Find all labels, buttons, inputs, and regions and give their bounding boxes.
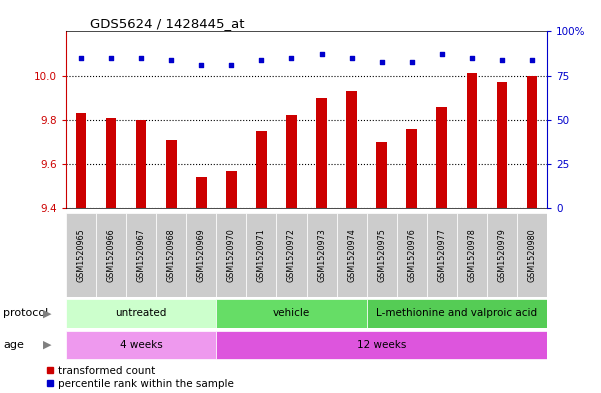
Text: 4 weeks: 4 weeks: [120, 340, 163, 350]
Bar: [156, 213, 186, 297]
Point: [467, 55, 477, 61]
Text: GSM1520969: GSM1520969: [197, 228, 206, 282]
Bar: [76, 113, 87, 208]
Text: GSM1520976: GSM1520976: [407, 228, 416, 282]
Point: [106, 55, 116, 61]
Text: untreated: untreated: [115, 309, 167, 318]
Bar: [66, 213, 96, 297]
Point: [197, 61, 206, 68]
Text: GSM1520971: GSM1520971: [257, 228, 266, 282]
Legend: transformed count, percentile rank within the sample: transformed count, percentile rank withi…: [47, 366, 234, 389]
Text: GSM1520965: GSM1520965: [77, 228, 85, 282]
Bar: [106, 118, 117, 208]
Bar: [427, 213, 457, 297]
Bar: [226, 171, 237, 208]
Bar: [406, 129, 417, 208]
Point: [377, 59, 386, 66]
Bar: [96, 213, 126, 297]
Point: [257, 57, 266, 63]
Bar: [216, 331, 547, 359]
Bar: [487, 213, 517, 297]
Bar: [457, 213, 487, 297]
Point: [227, 61, 236, 68]
Bar: [466, 73, 477, 208]
Bar: [196, 177, 207, 208]
Text: GSM1520980: GSM1520980: [528, 228, 536, 281]
Text: ▶: ▶: [43, 340, 51, 350]
Point: [317, 50, 326, 57]
Bar: [216, 213, 246, 297]
Bar: [186, 213, 216, 297]
Text: GSM1520968: GSM1520968: [167, 228, 175, 281]
Text: age: age: [3, 340, 24, 350]
Point: [527, 57, 537, 63]
Text: GSM1520978: GSM1520978: [468, 228, 476, 282]
Text: GSM1520972: GSM1520972: [287, 228, 296, 282]
Point: [497, 57, 507, 63]
Bar: [397, 213, 427, 297]
Text: GSM1520970: GSM1520970: [227, 228, 236, 282]
Bar: [66, 299, 216, 328]
Point: [287, 55, 296, 61]
Point: [347, 55, 356, 61]
Bar: [126, 213, 156, 297]
Text: protocol: protocol: [3, 309, 48, 318]
Bar: [66, 331, 216, 359]
Bar: [316, 98, 327, 208]
Bar: [346, 91, 357, 208]
Bar: [276, 213, 307, 297]
Bar: [496, 82, 507, 208]
Bar: [307, 213, 337, 297]
Point: [136, 55, 146, 61]
Bar: [367, 213, 397, 297]
Text: GSM1520966: GSM1520966: [107, 228, 115, 281]
Bar: [436, 107, 447, 208]
Point: [76, 55, 86, 61]
Bar: [286, 116, 297, 208]
Text: 12 weeks: 12 weeks: [357, 340, 406, 350]
Text: GSM1520974: GSM1520974: [347, 228, 356, 282]
Text: GSM1520977: GSM1520977: [438, 228, 446, 282]
Bar: [526, 75, 537, 208]
Bar: [166, 140, 177, 208]
Text: GSM1520979: GSM1520979: [498, 228, 506, 282]
Text: ▶: ▶: [43, 309, 51, 318]
Bar: [337, 213, 367, 297]
Text: vehicle: vehicle: [273, 309, 310, 318]
Bar: [136, 120, 147, 208]
Bar: [246, 213, 276, 297]
Bar: [256, 131, 267, 208]
Bar: [517, 213, 547, 297]
Bar: [367, 299, 547, 328]
Text: GSM1520975: GSM1520975: [377, 228, 386, 282]
Text: GSM1520973: GSM1520973: [317, 228, 326, 282]
Text: L-methionine and valproic acid: L-methionine and valproic acid: [376, 309, 537, 318]
Point: [407, 59, 416, 66]
Text: GDS5624 / 1428445_at: GDS5624 / 1428445_at: [90, 17, 245, 30]
Bar: [216, 299, 367, 328]
Point: [437, 50, 447, 57]
Bar: [376, 142, 387, 208]
Text: GSM1520967: GSM1520967: [137, 228, 145, 282]
Point: [166, 57, 176, 63]
